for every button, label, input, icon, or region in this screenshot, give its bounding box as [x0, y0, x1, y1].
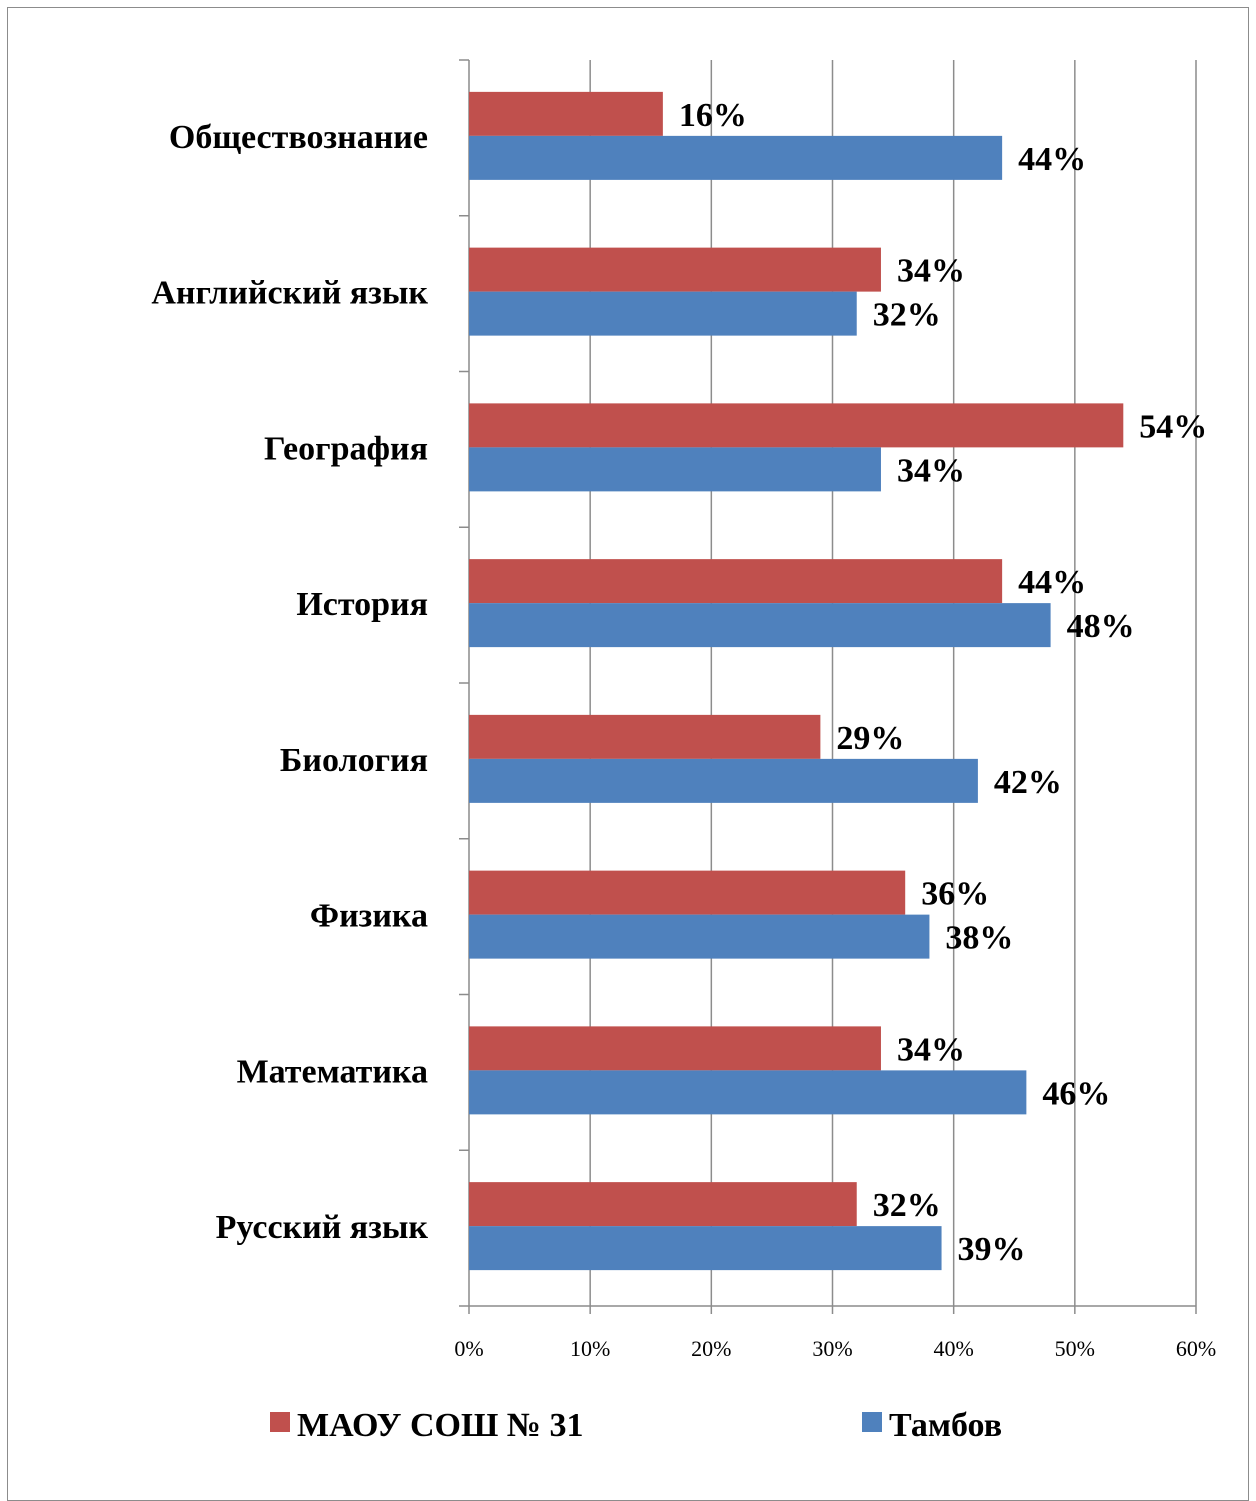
data-label: 32% — [873, 297, 941, 334]
data-label: 39% — [958, 1231, 1026, 1268]
data-label: 46% — [1042, 1075, 1110, 1112]
category-label: Биология — [280, 742, 428, 779]
x-tick-label: 50% — [1055, 1336, 1095, 1361]
bar-school — [469, 1026, 881, 1071]
x-tick-label: 60% — [1176, 1336, 1216, 1361]
data-label: 32% — [873, 1187, 941, 1224]
category-label: Русский язык — [216, 1209, 429, 1246]
bar-school — [469, 559, 1003, 604]
legend-swatch — [270, 1412, 290, 1432]
legend-label: Тамбов — [889, 1407, 1002, 1444]
bar-school — [469, 1182, 857, 1227]
bar-tambov — [469, 291, 857, 336]
bar-tambov — [469, 603, 1051, 648]
data-label: 54% — [1139, 408, 1207, 445]
data-label: 44% — [1018, 564, 1086, 601]
bar-tambov — [469, 1070, 1027, 1115]
category-label: Математика — [237, 1053, 428, 1090]
x-tick-label: 10% — [570, 1336, 610, 1361]
data-label: 42% — [994, 764, 1062, 801]
category-label: История — [296, 586, 428, 623]
data-label: 38% — [945, 920, 1013, 957]
category-label: Физика — [310, 898, 428, 935]
category-label: География — [264, 430, 428, 467]
bar-tambov — [469, 135, 1003, 180]
x-tick-label: 30% — [812, 1336, 852, 1361]
x-tick-label: 40% — [934, 1336, 974, 1361]
data-label: 34% — [897, 452, 965, 489]
x-tick-label: 20% — [691, 1336, 731, 1361]
bar-tambov — [469, 914, 930, 959]
data-label: 29% — [836, 720, 904, 757]
data-label: 44% — [1018, 141, 1086, 178]
x-tick-label: 0% — [454, 1336, 483, 1361]
bar-school — [469, 714, 821, 759]
data-label: 48% — [1067, 608, 1135, 645]
bar-school — [469, 91, 663, 136]
bar-tambov — [469, 447, 881, 492]
category-label: Обществознание — [169, 119, 428, 156]
legend-swatch — [862, 1412, 882, 1432]
data-label: 36% — [921, 876, 989, 913]
data-label: 34% — [897, 253, 965, 290]
bar-tambov — [469, 1226, 942, 1271]
bar-tambov — [469, 758, 978, 803]
legend-label: МАОУ СОШ № 31 — [297, 1407, 583, 1444]
bar-school — [469, 247, 881, 292]
bar-school — [469, 403, 1124, 448]
category-label: Английский язык — [151, 275, 428, 312]
bar-school — [469, 870, 906, 915]
data-label: 16% — [679, 97, 747, 134]
data-label: 34% — [897, 1031, 965, 1068]
